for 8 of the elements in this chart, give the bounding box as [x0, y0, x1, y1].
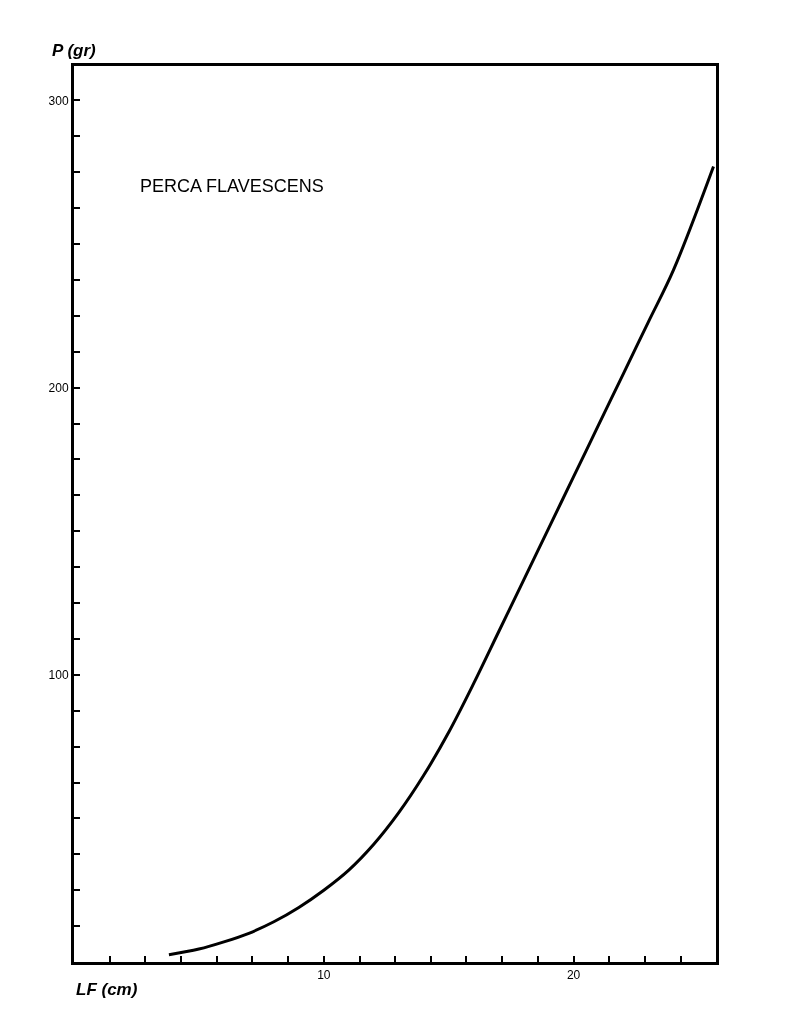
- x-tick-label: 10: [317, 968, 331, 983]
- x-axis-title: LF (cm): [76, 980, 138, 999]
- text: PERCA FLAVESCENS: [140, 176, 324, 196]
- x-tick-label: 20: [566, 968, 581, 983]
- y-tick-label: 100: [48, 668, 69, 683]
- y-axis-title: P (gr): [52, 41, 97, 60]
- y-tick-label: 300: [48, 93, 69, 108]
- y-tick-label: 200: [48, 380, 69, 395]
